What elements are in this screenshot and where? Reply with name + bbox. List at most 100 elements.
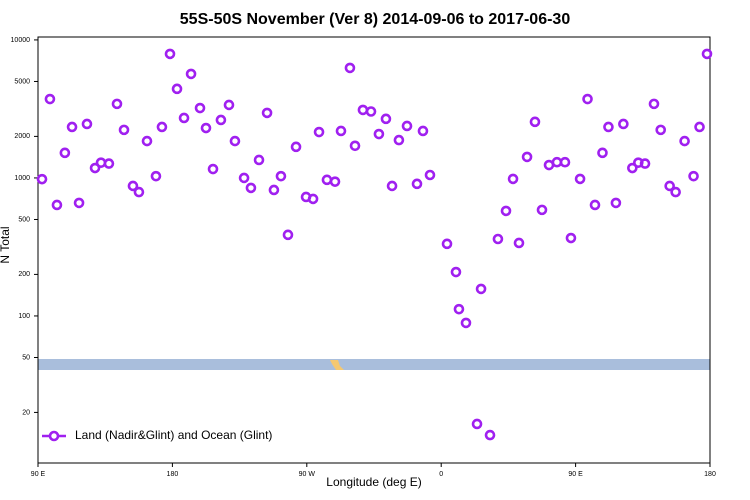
point (268, 184, 280, 196)
point (261, 107, 273, 119)
y-tick-label: 2000 (14, 133, 30, 140)
point (582, 93, 593, 105)
point (450, 266, 462, 278)
point (507, 173, 519, 185)
chart-title: 55S-50S November (Ver 8) 2014-09-06 to 2… (180, 11, 571, 28)
point (500, 205, 512, 217)
point (417, 125, 429, 137)
point (335, 125, 347, 137)
point (460, 317, 472, 329)
x-tick-label: 90 E (31, 471, 46, 478)
y-tick-label: 5000 (14, 78, 30, 85)
point (171, 83, 183, 95)
x-tick-label: 90 E (568, 471, 583, 478)
y-tick-label: 200 (18, 271, 30, 278)
point (670, 186, 681, 198)
map-strip (38, 359, 710, 370)
point (103, 158, 115, 169)
point (618, 118, 629, 130)
point (424, 169, 436, 181)
point (521, 151, 533, 163)
point (44, 93, 56, 105)
point (386, 180, 398, 192)
point (655, 124, 667, 136)
point (194, 102, 206, 114)
point (648, 98, 660, 110)
point (51, 199, 63, 211)
point (66, 121, 78, 133)
point (81, 118, 93, 130)
point (150, 170, 162, 182)
point (215, 114, 227, 126)
point (59, 147, 71, 159)
y-tick-label: 1000 (14, 175, 30, 182)
y-tick-label: 20 (22, 409, 30, 416)
point (574, 173, 586, 185)
point (393, 134, 405, 146)
point (349, 140, 361, 152)
point (559, 156, 571, 168)
point (411, 178, 423, 190)
point (639, 158, 651, 169)
point (178, 112, 190, 124)
point (141, 135, 153, 147)
point (89, 162, 101, 174)
point (275, 170, 287, 182)
plot-frame (37, 36, 711, 464)
point (701, 48, 713, 60)
point (245, 182, 257, 194)
y-axis-label: N Total (0, 226, 12, 263)
point (401, 120, 413, 132)
point (513, 237, 525, 249)
point (597, 147, 608, 159)
point (627, 162, 638, 174)
point (253, 154, 265, 166)
point (441, 238, 453, 250)
point (373, 128, 385, 140)
y-tick-label: 50 (22, 354, 30, 361)
point (475, 283, 487, 295)
point (238, 172, 250, 184)
point (156, 121, 168, 133)
x-tick-label: 180 (167, 471, 179, 478)
point (664, 180, 675, 192)
map-land (330, 360, 344, 370)
point (185, 68, 197, 80)
x-tick-label: 180 (704, 471, 716, 478)
point (282, 229, 294, 241)
x-tick-label: 0 (439, 471, 443, 478)
point (73, 197, 85, 209)
point (492, 233, 504, 245)
y-tick-label: 10000 (11, 37, 31, 44)
point (484, 429, 496, 441)
point (321, 174, 333, 186)
point (111, 98, 123, 110)
point (610, 197, 622, 209)
point (36, 173, 48, 185)
point (329, 176, 341, 187)
point (290, 141, 302, 153)
point (207, 163, 219, 175)
point (127, 180, 139, 192)
point (688, 170, 699, 182)
point (133, 186, 145, 198)
point (307, 193, 319, 205)
point (164, 48, 176, 60)
x-tick-label: 90 W (299, 471, 316, 478)
point (313, 126, 325, 138)
point (223, 99, 235, 111)
point (344, 62, 356, 74)
point (536, 204, 548, 216)
point (471, 418, 483, 430)
point (365, 106, 377, 117)
point (380, 113, 392, 125)
point (529, 116, 541, 128)
point (229, 135, 241, 147)
y-tick-label: 500 (18, 216, 30, 223)
point (589, 199, 601, 211)
legend-marker (48, 430, 60, 442)
point (200, 122, 212, 134)
point (453, 303, 465, 315)
y-tick-label: 100 (18, 313, 30, 320)
